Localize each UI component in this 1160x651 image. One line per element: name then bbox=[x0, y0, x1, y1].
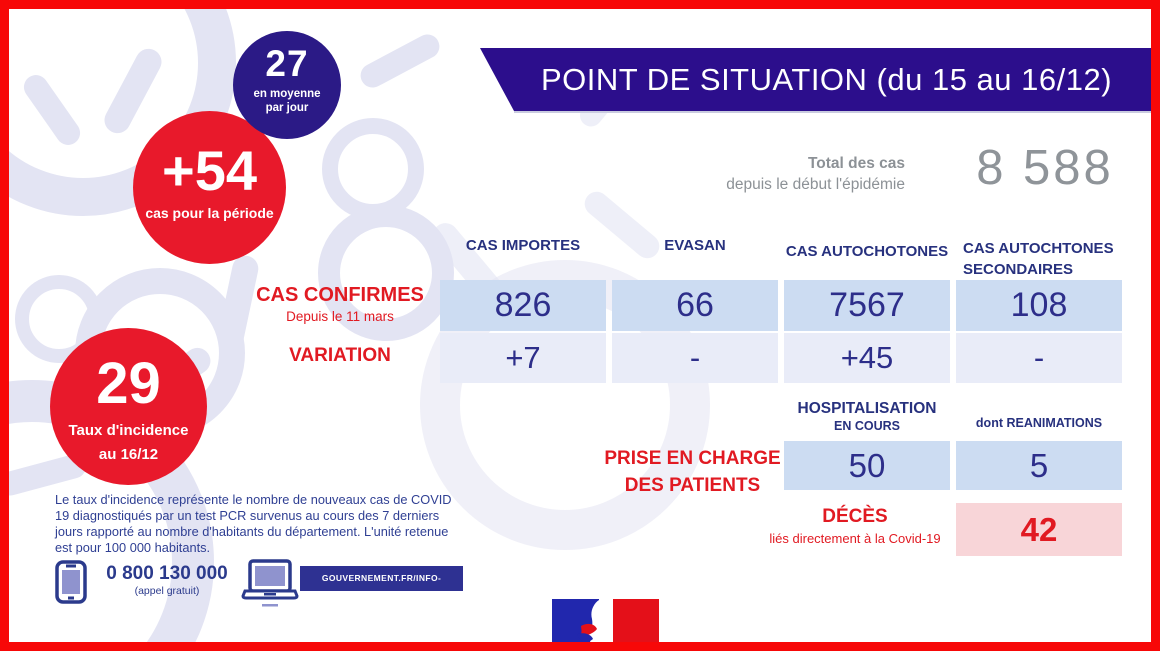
virus-spike bbox=[356, 30, 444, 92]
column-header-line2: SECONDAIRES bbox=[963, 261, 1074, 278]
incidence-label-line2: au 16/12 bbox=[98, 446, 159, 463]
variation-evasan: - bbox=[612, 333, 778, 383]
deaths-sublabel: liés directement à la Covid-19 bbox=[769, 531, 941, 546]
period-cases-label: cas pour la période bbox=[145, 205, 274, 221]
column-header-cas-importes: CAS IMPORTES bbox=[465, 237, 581, 254]
hospitalisation-header: HOSPITALISATION bbox=[797, 400, 937, 417]
badge-incidence-rate: 29 Taux d'incidence au 16/12 bbox=[50, 328, 207, 485]
badge-daily-average: 27 en moyenne par jour bbox=[233, 31, 341, 139]
incidence-value: 29 bbox=[96, 351, 161, 416]
reanimations-header: dont REANIMATIONS bbox=[975, 416, 1103, 430]
confirmed-evasan: 66 bbox=[612, 280, 778, 331]
total-cases-label-main: Total des cas bbox=[807, 155, 905, 172]
variation-cas-importes: +7 bbox=[440, 333, 606, 383]
patient-care-label: PRISE EN CHARGE DES PATIENTS bbox=[595, 446, 790, 499]
daily-average-label: en moyenne par jour bbox=[233, 87, 341, 116]
variation-cas-autochotones: +45 bbox=[784, 333, 950, 383]
variation-label: VARIATION bbox=[289, 345, 391, 366]
incidence-label: Taux d'incidence au 16/12 bbox=[50, 419, 207, 467]
daily-average-label-line2: par jour bbox=[265, 102, 309, 115]
daily-average-value: 27 bbox=[265, 43, 309, 84]
confirmed-cas-autochotones: 7567 bbox=[784, 280, 950, 331]
period-cases-value: +54 bbox=[162, 139, 257, 202]
total-cases-value: 8 588 bbox=[976, 141, 1114, 195]
french-government-logo bbox=[552, 599, 659, 647]
confirmed-cas-importes: 826 bbox=[440, 280, 606, 331]
total-cases-label: Total des cas depuis le début l'épidémie bbox=[620, 155, 905, 194]
confirmed-cases-sublabel: Depuis le 11 mars bbox=[286, 309, 394, 324]
phone-icon bbox=[55, 560, 87, 604]
column-header-cas-autochotones: CAS AUTOCHOTONES bbox=[785, 243, 949, 260]
laptop-icon bbox=[241, 559, 299, 607]
badge-period-cases: +54 cas pour la période bbox=[133, 111, 286, 264]
deaths-label: DÉCÈS bbox=[822, 506, 888, 527]
banner-shadow bbox=[514, 111, 1151, 113]
variation-cas-autochtones-secondaires: - bbox=[956, 333, 1122, 383]
incidence-label-line1: Taux d'incidence bbox=[68, 422, 189, 439]
confirmed-cas-autochtones-secondaires: 108 bbox=[956, 280, 1122, 331]
column-header-cas-autochtones-secondaires: CAS AUTOCHTONES SECONDAIRES bbox=[963, 238, 1123, 280]
phone-number-note: (appel gratuit) bbox=[134, 585, 200, 597]
virus-ring bbox=[322, 118, 424, 220]
page-title: POINT DE SITUATION (du 15 au 16/12) bbox=[480, 48, 1151, 111]
total-cases-label-sub: depuis le début l'épidémie bbox=[726, 176, 905, 193]
hospitalisation-value: 50 bbox=[784, 441, 950, 490]
patient-care-label-line2: DES PATIENTS bbox=[624, 474, 761, 496]
patient-care-label-line1: PRISE EN CHARGE bbox=[604, 448, 781, 469]
hospitalisation-subheader: EN COURS bbox=[834, 419, 900, 433]
confirmed-cases-label: CAS CONFIRMES bbox=[256, 284, 424, 306]
reanimations-value: 5 bbox=[956, 441, 1122, 490]
column-header-evasan: EVASAN bbox=[664, 237, 726, 254]
column-header-line1: CAS AUTOCHTONES bbox=[963, 240, 1114, 257]
daily-average-label-line1: en moyenne bbox=[253, 88, 321, 100]
government-website-banner: GOUVERNEMENT.FR/INFO-CORONAVIRUS bbox=[300, 566, 463, 608]
incidence-footnote: Le taux d'incidence représente le nombre… bbox=[55, 492, 452, 555]
deaths-value: 42 bbox=[956, 503, 1122, 556]
phone-number: 0 800 130 000 bbox=[106, 563, 228, 584]
